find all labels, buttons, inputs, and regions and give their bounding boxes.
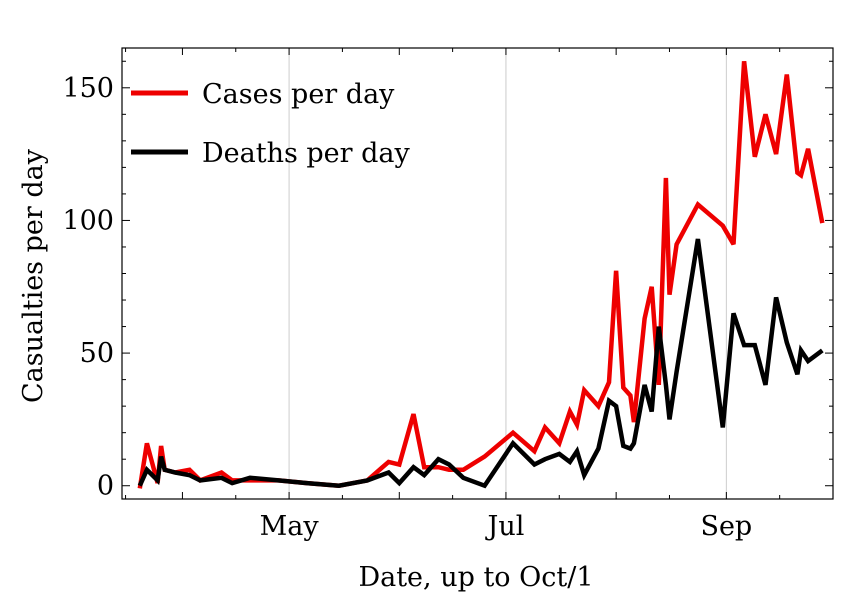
x-axis-label: Date, up to Oct/1 xyxy=(358,562,593,593)
y-tick-label: 100 xyxy=(62,205,114,236)
tick-labels: May Jul Sep 0 50 100 150 xyxy=(62,73,752,542)
deaths-series-line xyxy=(137,238,824,489)
axis-ticks xyxy=(122,48,834,499)
legend: Cases per day Deaths per day xyxy=(131,79,411,169)
x-tick-label: May xyxy=(260,511,320,542)
series-lines xyxy=(137,61,825,489)
legend-label-deaths: Deaths per day xyxy=(202,138,411,169)
cases-series-line xyxy=(137,61,825,489)
x-tick-label: Jul xyxy=(485,511,525,542)
y-tick-label: 150 xyxy=(62,73,114,104)
y-tick-label: 0 xyxy=(97,471,114,502)
y-axis-label: Casualties per day xyxy=(18,148,49,403)
x-tick-label: Sep xyxy=(700,511,752,542)
grid-lines xyxy=(288,48,727,499)
y-tick-label: 50 xyxy=(80,338,114,369)
legend-label-cases: Cases per day xyxy=(202,79,395,110)
